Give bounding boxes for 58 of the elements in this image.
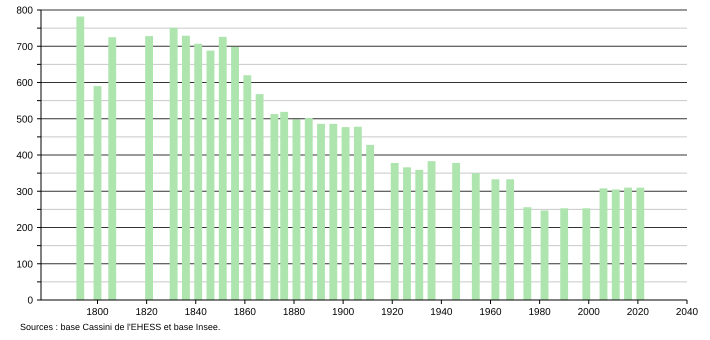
x-tick-label: 1960 — [479, 307, 502, 318]
y-tick-label: 200 — [16, 223, 34, 234]
bar — [317, 124, 325, 300]
bar — [452, 162, 460, 300]
x-tick-label: 1860 — [234, 307, 256, 318]
bar — [218, 36, 227, 300]
x-tick-label: 1880 — [282, 307, 306, 318]
bar — [304, 118, 313, 300]
x-tick-label: 1840 — [184, 307, 208, 318]
bar — [582, 208, 590, 300]
x-tick-label: 2040 — [676, 307, 699, 318]
bar — [292, 119, 300, 300]
y-tick-label: 700 — [16, 42, 34, 53]
y-tick-label: 0 — [27, 296, 34, 306]
bar — [194, 44, 202, 300]
bar — [329, 124, 338, 300]
bar — [506, 179, 514, 300]
bar — [342, 127, 350, 300]
bar — [182, 36, 190, 300]
bar — [636, 188, 644, 300]
bar — [354, 126, 362, 300]
bar — [231, 46, 239, 300]
y-tick-label: 100 — [16, 259, 34, 270]
bar — [94, 86, 102, 300]
bar — [472, 173, 480, 300]
x-tick-label: 1820 — [135, 307, 158, 318]
y-tick-label: 800 — [16, 6, 34, 16]
bar — [170, 28, 178, 300]
x-tick-label: 2000 — [578, 307, 600, 318]
x-tick-label: 1940 — [430, 307, 453, 318]
bar — [428, 161, 436, 300]
bar — [108, 37, 116, 300]
x-tick-label: 1800 — [86, 307, 110, 318]
y-tick-label: 600 — [16, 78, 34, 89]
bar — [145, 36, 154, 300]
x-tick-label: 2020 — [626, 307, 650, 318]
x-tick-label: 1980 — [528, 307, 552, 318]
bar — [390, 162, 399, 300]
y-tick-label: 500 — [16, 114, 34, 126]
bar — [624, 188, 632, 300]
x-tick-label: 1900 — [332, 307, 355, 318]
x-tick-label: 1920 — [381, 307, 404, 318]
bar — [523, 207, 532, 300]
bar — [76, 16, 84, 300]
bar — [403, 167, 411, 300]
bar — [600, 188, 608, 300]
bar — [243, 75, 252, 300]
bar — [415, 170, 424, 300]
bar — [256, 94, 264, 300]
bar — [491, 179, 500, 300]
bar — [612, 189, 620, 300]
source-note: Sources : base Cassini de l'EHESS et base Insee. — [20, 322, 220, 332]
bar — [540, 210, 548, 300]
bar — [560, 208, 568, 300]
y-tick-label: 300 — [16, 186, 34, 198]
bar — [206, 50, 214, 300]
y-tick-label: 400 — [16, 150, 34, 162]
bar — [366, 144, 374, 300]
